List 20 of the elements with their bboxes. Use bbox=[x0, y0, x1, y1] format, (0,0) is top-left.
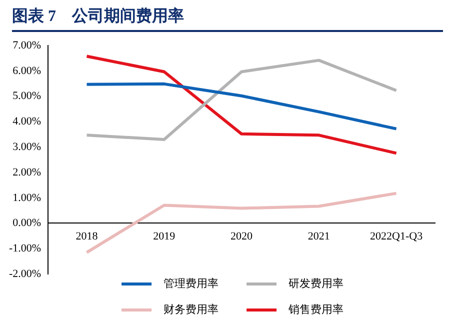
y-tick-label: -1.00% bbox=[9, 242, 42, 255]
y-tick-label: 0.00% bbox=[12, 217, 42, 230]
x-tick-label: 2021 bbox=[308, 230, 330, 243]
x-tick-label: 2020 bbox=[230, 230, 254, 243]
legend-label: 研发费用率 bbox=[288, 276, 344, 290]
y-tick-label: -2.00% bbox=[9, 268, 42, 280]
x-tick-label: 2018 bbox=[76, 230, 98, 243]
legend-label: 管理费用率 bbox=[164, 276, 219, 290]
y-tick-label: 2.00% bbox=[12, 166, 42, 178]
x-tick-label: 2022Q1-Q3 bbox=[370, 230, 424, 243]
legend-label: 销售费用率 bbox=[288, 302, 344, 316]
y-tick-label: 4.00% bbox=[12, 116, 42, 128]
legend-label: 财务费用率 bbox=[164, 302, 219, 316]
y-tick-label: 1.00% bbox=[12, 192, 42, 204]
y-tick-label: 5.00% bbox=[12, 90, 42, 102]
x-tick-label: 2019 bbox=[153, 230, 176, 243]
y-tick-label: 3.00% bbox=[12, 141, 42, 153]
chart-title: 图表 7 公司期间费用率 bbox=[12, 6, 443, 32]
y-tick-label: 6.00% bbox=[12, 64, 42, 77]
y-tick-label: 7.00% bbox=[12, 39, 42, 52]
